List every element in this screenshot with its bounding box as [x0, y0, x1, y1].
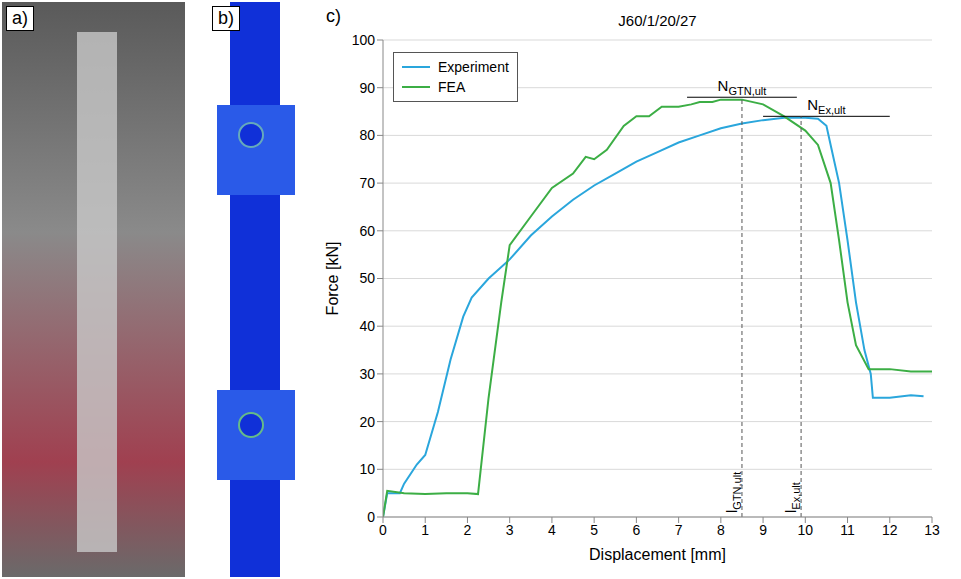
svg-text:10: 10	[359, 461, 375, 477]
svg-text:6: 6	[632, 522, 640, 538]
svg-text:Force [kN]: Force [kN]	[324, 242, 341, 316]
html-text:c): c)	[326, 6, 341, 26]
svg-text:8: 8	[717, 522, 725, 538]
svg-text:lEx,ult: lEx,ult	[782, 482, 802, 513]
svg-text:11: 11	[840, 522, 855, 538]
svg-text:Displacement [mm]: Displacement [mm]	[589, 546, 726, 563]
html-text:b): b)	[218, 8, 234, 28]
html-text:J60/1/20/27: J60/1/20/27	[618, 12, 697, 29]
svg-text:30: 30	[359, 366, 375, 382]
svg-text:20: 20	[359, 414, 375, 430]
svg-text:0: 0	[367, 509, 375, 525]
svg-text:70: 70	[359, 175, 375, 191]
svg-text:80: 80	[359, 127, 375, 143]
svg-text:7: 7	[675, 522, 683, 538]
svg-text:2: 2	[464, 522, 472, 538]
svg-text:4: 4	[548, 522, 556, 538]
svg-text:12: 12	[882, 522, 898, 538]
svg-text:lGTN,ult: lGTN,ult	[723, 472, 743, 513]
svg-text:50: 50	[359, 270, 375, 286]
html-text:a): a)	[12, 8, 28, 28]
svg-text:9: 9	[759, 522, 767, 538]
svg-text:13: 13	[924, 522, 940, 538]
svg-text:1: 1	[421, 522, 429, 538]
svg-text:10: 10	[798, 522, 814, 538]
svg-text:100: 100	[352, 32, 376, 48]
html-text:FEA: FEA	[438, 79, 466, 95]
svg-text:NGTN,ult: NGTN,ult	[718, 77, 767, 97]
svg-text:3: 3	[506, 522, 514, 538]
svg-text:40: 40	[359, 318, 375, 334]
svg-text:5: 5	[590, 522, 598, 538]
svg-text:90: 90	[359, 80, 375, 96]
html-text:Experiment: Experiment	[438, 59, 509, 75]
svg-text:60: 60	[359, 223, 375, 239]
svg-text:0: 0	[379, 522, 387, 538]
svg-text:NEx,ult: NEx,ult	[807, 96, 845, 116]
